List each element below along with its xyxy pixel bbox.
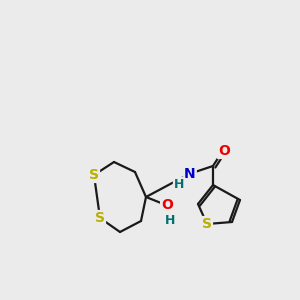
Text: H: H bbox=[174, 178, 184, 190]
Text: O: O bbox=[161, 198, 173, 212]
Text: S: S bbox=[95, 211, 105, 225]
Text: O: O bbox=[218, 144, 230, 158]
Text: S: S bbox=[202, 217, 212, 231]
Text: N: N bbox=[184, 167, 196, 181]
Text: S: S bbox=[89, 168, 99, 182]
Text: H: H bbox=[165, 214, 175, 227]
